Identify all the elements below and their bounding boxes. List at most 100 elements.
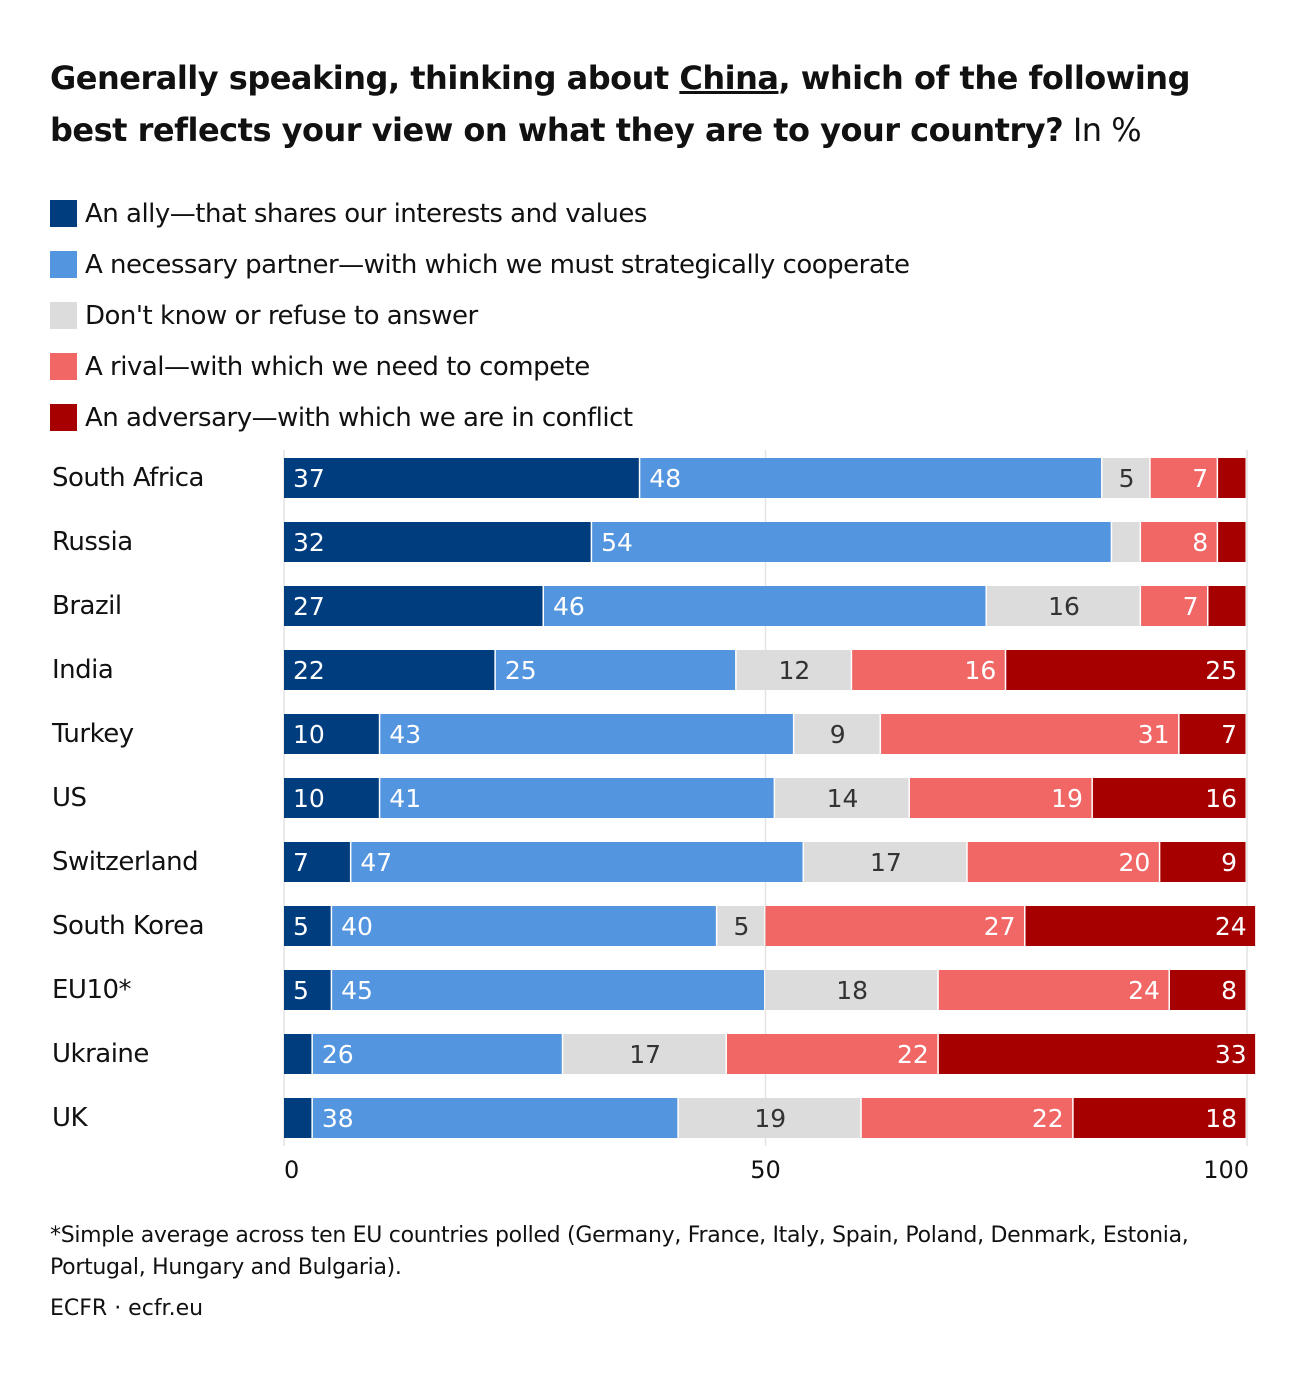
bar-segment (1179, 714, 1246, 754)
bar-segment (938, 970, 1169, 1010)
category-label: Switzerland (52, 847, 198, 877)
data-label: 37 (293, 464, 325, 493)
legend-label: An adversary—with which we are in confli… (85, 402, 633, 433)
bar-segment (284, 842, 350, 882)
bar-segment (1092, 778, 1246, 818)
data-label: 38 (322, 1104, 354, 1133)
bar-segment (284, 1098, 312, 1138)
bar-segment (717, 906, 764, 946)
bar-segment (938, 1034, 1256, 1074)
category-label: EU10* (52, 975, 132, 1005)
data-label: 24 (1215, 912, 1247, 941)
category-label: UK (52, 1103, 89, 1133)
bar-segment (852, 650, 1005, 690)
bar-segment (1006, 650, 1246, 690)
category-label: India (52, 655, 113, 685)
footnote: *Simple average across ten EU countries … (50, 1223, 1189, 1280)
bar-segment (640, 458, 1102, 498)
data-label: 25 (505, 656, 537, 685)
data-label: 47 (360, 848, 392, 877)
data-label: 18 (836, 976, 868, 1005)
data-label: 31 (1138, 720, 1170, 749)
data-label: 41 (389, 784, 421, 813)
bar-segment (332, 970, 764, 1010)
x-tick-label: 50 (750, 1156, 781, 1184)
data-label: 7 (1192, 464, 1208, 493)
data-label: 24 (1128, 976, 1160, 1005)
bar-segment (284, 906, 331, 946)
legend-swatch (50, 200, 77, 227)
bar-segment (1112, 522, 1140, 562)
bar-segment (909, 778, 1092, 818)
bar-segment (1218, 458, 1246, 498)
data-label: 27 (293, 592, 325, 621)
bar-segment (563, 1034, 726, 1074)
category-label: Turkey (51, 719, 134, 749)
bar-segment (967, 842, 1159, 882)
bar-segment (284, 650, 495, 690)
data-label: 22 (897, 1040, 929, 1069)
data-label: 14 (827, 784, 859, 813)
legend-swatch (50, 404, 77, 431)
category-label: Russia (52, 527, 133, 557)
bar-segment (765, 906, 1025, 946)
bar-segment (284, 458, 639, 498)
data-label: 9 (830, 720, 846, 749)
data-label: 7 (1221, 720, 1237, 749)
bar-segment (1160, 842, 1246, 882)
data-label: 17 (870, 848, 902, 877)
data-label: 7 (1183, 592, 1199, 621)
legend-item: An adversary—with which we are in confli… (50, 392, 909, 443)
bar-segment (861, 1098, 1073, 1138)
data-label: 8 (1192, 528, 1208, 557)
data-label: 7 (293, 848, 309, 877)
bar-segment (312, 1098, 678, 1138)
data-label: 9 (1221, 848, 1237, 877)
data-label: 5 (1119, 464, 1135, 493)
data-label: 18 (1205, 1104, 1237, 1133)
legend-swatch (50, 353, 77, 380)
data-label: 54 (601, 528, 633, 557)
data-label: 43 (389, 720, 421, 749)
data-label: 48 (649, 464, 681, 493)
data-label: 16 (1205, 784, 1237, 813)
category-label: Ukraine (52, 1039, 149, 1069)
data-label: 5 (733, 912, 749, 941)
bar-segment (1208, 586, 1246, 626)
data-label: 16 (964, 656, 996, 685)
data-label: 25 (1205, 656, 1237, 685)
bar-segment (544, 586, 986, 626)
bar-segment (351, 842, 803, 882)
title-text-end: , which of the following best reflects y… (50, 59, 1190, 149)
category-label: South Africa (52, 463, 204, 493)
bar-segment (284, 522, 591, 562)
source: ECFR · ecfr.eu (50, 1296, 204, 1321)
legend-item: An ally—that shares our interests and va… (50, 188, 909, 239)
bar-segment (765, 970, 938, 1010)
bar-segment (1218, 522, 1246, 562)
category-label: South Korea (52, 911, 204, 941)
legend-swatch (50, 302, 77, 329)
bar-segment (794, 714, 880, 754)
data-label: 32 (293, 528, 325, 557)
legend-item: A rival—with which we need to compete (50, 341, 909, 392)
data-label: 10 (293, 720, 325, 749)
data-label: 22 (293, 656, 325, 685)
legend-label: A rival—with which we need to compete (85, 351, 590, 382)
legend: An ally—that shares our interests and va… (50, 188, 910, 443)
bar-segment (380, 778, 774, 818)
bar-segment (495, 650, 736, 690)
bar-segment (804, 842, 967, 882)
bar-segment (1102, 458, 1150, 498)
data-label: 20 (1119, 848, 1151, 877)
data-label: 19 (754, 1104, 786, 1133)
x-tick-label: 100 (1203, 1156, 1249, 1184)
chart-title: Generally speaking, thinking about China… (50, 52, 1250, 156)
data-label: 19 (1051, 784, 1083, 813)
data-label: 12 (778, 656, 810, 685)
title-text: Generally speaking, thinking about (50, 59, 680, 97)
legend-item: A necessary partner—with which we must s… (50, 239, 910, 290)
bar-segment (284, 714, 379, 754)
data-label: 40 (341, 912, 373, 941)
